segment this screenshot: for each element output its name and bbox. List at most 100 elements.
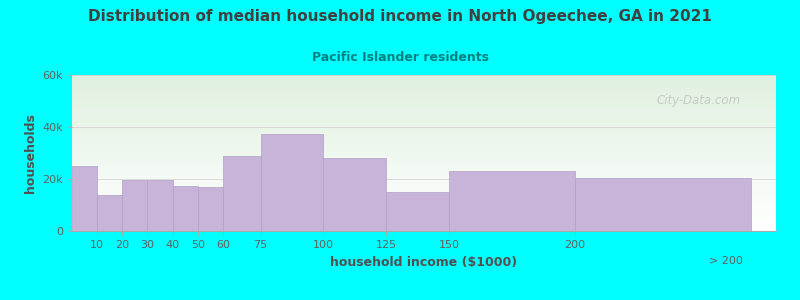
Bar [72, 116, 776, 117]
Bar [72, 205, 776, 206]
Bar [72, 208, 776, 209]
Bar [72, 76, 776, 78]
Bar [575, 178, 751, 231]
Bar [72, 166, 776, 167]
Bar [72, 144, 776, 145]
Bar [147, 180, 173, 231]
Bar [72, 222, 776, 223]
Bar [72, 228, 776, 230]
Bar [72, 142, 776, 144]
Bar [72, 197, 776, 198]
Bar [72, 128, 776, 130]
Bar [72, 206, 776, 208]
Bar [72, 105, 776, 106]
Bar [72, 186, 776, 187]
Bar [72, 167, 776, 169]
Bar [72, 123, 776, 125]
Bar [72, 192, 776, 194]
Bar [72, 125, 776, 127]
Bar [72, 117, 776, 119]
Bar [72, 156, 776, 158]
Bar [72, 92, 776, 94]
Bar [72, 209, 776, 211]
Bar [72, 103, 776, 105]
Bar [72, 194, 776, 195]
Bar [72, 201, 776, 203]
Bar [72, 190, 776, 192]
Bar [72, 175, 776, 176]
Bar [72, 94, 776, 95]
Bar [72, 162, 776, 164]
Bar [72, 83, 776, 84]
Bar [72, 217, 776, 218]
Bar [386, 192, 449, 231]
Bar [72, 108, 776, 109]
Bar [72, 220, 776, 222]
X-axis label: household income ($1000): household income ($1000) [330, 256, 518, 268]
Bar [72, 140, 776, 142]
Bar [72, 154, 776, 156]
Bar [72, 161, 776, 162]
Bar [72, 133, 776, 134]
Bar [72, 81, 776, 83]
Bar [72, 189, 776, 190]
Bar [72, 195, 776, 197]
Bar [72, 91, 776, 92]
Bar [72, 173, 776, 175]
Bar [72, 212, 776, 214]
Bar [72, 178, 776, 179]
Bar [173, 185, 198, 231]
Bar [72, 176, 776, 178]
Bar [72, 100, 776, 101]
Bar [72, 181, 776, 183]
Bar [122, 180, 147, 231]
Bar [72, 172, 776, 173]
Bar [72, 80, 776, 81]
Bar [72, 215, 776, 217]
Bar [72, 114, 776, 116]
Bar [72, 150, 776, 152]
Bar [72, 131, 776, 133]
Bar [72, 164, 776, 166]
Bar [72, 97, 776, 98]
Bar [72, 158, 776, 159]
Bar [72, 179, 776, 181]
Bar [72, 166, 97, 231]
Bar [72, 159, 776, 161]
Bar [72, 139, 776, 140]
Y-axis label: households: households [24, 113, 37, 193]
Bar [97, 195, 122, 231]
Bar [72, 106, 776, 108]
Bar [72, 152, 776, 153]
Bar [261, 134, 323, 231]
Bar [72, 127, 776, 128]
Bar [72, 230, 776, 231]
Bar [72, 89, 776, 91]
Bar [72, 200, 776, 201]
Text: City-Data.com: City-Data.com [657, 94, 741, 107]
Bar [72, 95, 776, 97]
Bar [72, 109, 776, 111]
Text: Distribution of median household income in North Ogeechee, GA in 2021: Distribution of median household income … [88, 9, 712, 24]
Bar [72, 169, 776, 170]
Bar [72, 223, 776, 225]
Bar [72, 130, 776, 131]
Bar [72, 226, 776, 228]
Text: > 200: > 200 [709, 256, 742, 266]
Bar [323, 158, 386, 231]
Bar [72, 148, 776, 150]
Bar [72, 147, 776, 148]
Bar [72, 88, 776, 89]
Bar [72, 183, 776, 184]
Bar [72, 218, 776, 220]
Bar [223, 156, 261, 231]
Bar [449, 171, 575, 231]
Bar [72, 137, 776, 139]
Bar [72, 145, 776, 147]
Bar [72, 203, 776, 205]
Bar [72, 153, 776, 154]
Bar [72, 122, 776, 123]
Text: Pacific Islander residents: Pacific Islander residents [311, 51, 489, 64]
Bar [72, 134, 776, 136]
Bar [72, 136, 776, 137]
